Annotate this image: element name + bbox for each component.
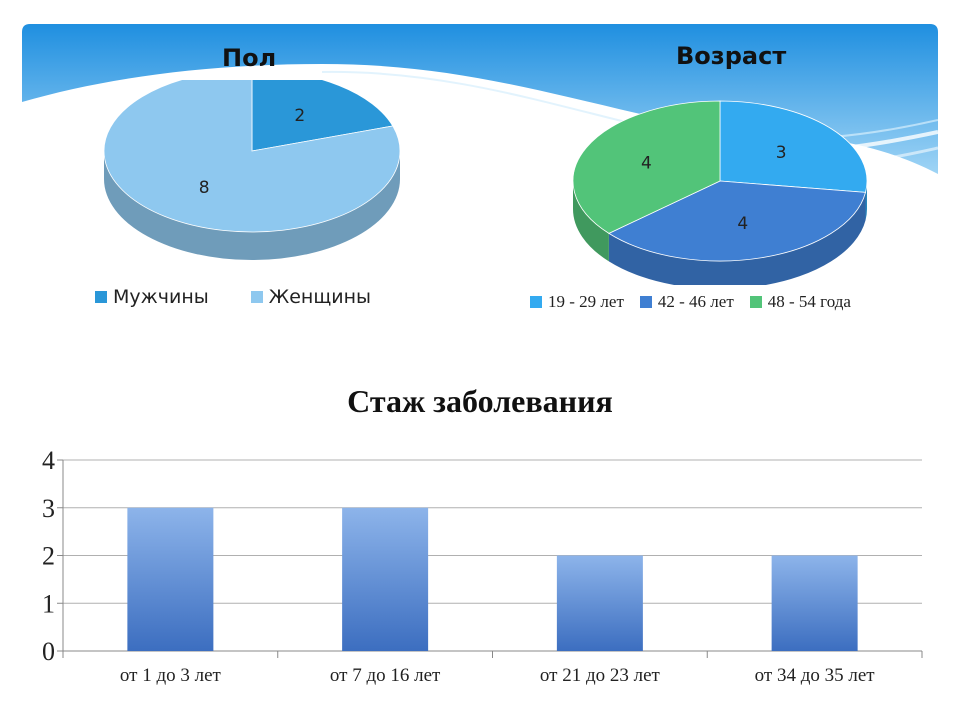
pie-1-side-2 <box>573 181 609 262</box>
age-legend-swatch <box>639 296 652 308</box>
gender-legend-swatch <box>95 291 107 303</box>
age-legend-item: 19 - 29 лет <box>530 292 624 312</box>
y-tick-label: 2 <box>42 542 55 571</box>
pie-0-label-1: 8 <box>199 178 210 198</box>
age-legend-item: 48 - 54 года <box>749 292 851 312</box>
x-tick-label: от 34 до 35 лет <box>755 665 876 686</box>
bar-1 <box>342 507 429 651</box>
y-tick-label: 0 <box>42 637 55 666</box>
y-tick-label: 4 <box>42 446 55 475</box>
age-legend-item: 42 - 46 лет <box>639 292 734 312</box>
duration-chart-title: Стаж заболевания <box>347 383 613 419</box>
pie-1-label-2: 4 <box>641 154 652 174</box>
x-tick-label: от 21 до 23 лет <box>540 665 661 686</box>
pie-0-side-1 <box>104 151 400 260</box>
gender-legend-label: Женщины <box>268 286 372 308</box>
gender-legend: Мужчины Женщины <box>95 286 413 308</box>
pie-0-slice-0 <box>251 80 394 152</box>
pie-1-label-0: 3 <box>776 143 787 163</box>
pie-1-slice-2 <box>572 100 721 234</box>
pie-1-side-1 <box>608 192 866 285</box>
bar-0 <box>127 507 214 651</box>
pie-1-slice-1 <box>608 180 867 262</box>
age-legend-label: 19 - 29 лет <box>548 292 624 311</box>
pie-0-label-0: 2 <box>294 106 305 126</box>
x-tick-label: от 1 до 3 лет <box>120 665 222 686</box>
gender-chart-title: Пол <box>222 44 277 72</box>
gender-legend-label: Мужчины <box>113 286 209 308</box>
y-tick-label: 1 <box>42 589 55 618</box>
gender-pie-chart: 28 <box>103 80 401 260</box>
bar-3 <box>771 555 858 651</box>
age-legend-swatch <box>749 296 762 308</box>
age-pie-chart: 3 4 4 <box>572 100 868 285</box>
gender-legend-item: Женщины <box>250 286 372 308</box>
age-chart-title: Возраст <box>676 42 787 70</box>
gender-legend-item: Мужчины <box>95 286 209 308</box>
duration-bar-chart: 0 1 2 3 4 от 1 до 3 лет от 7 до 16 лет от 21 до… <box>42 446 923 686</box>
age-legend: 19 - 29 лет 42 - 46 лет 48 - 54 года <box>530 292 867 312</box>
pie-0-slice-1 <box>103 80 401 233</box>
age-legend-label: 48 - 54 года <box>767 292 851 311</box>
gender-legend-swatch <box>250 291 263 303</box>
age-legend-label: 42 - 46 лет <box>657 292 734 311</box>
pie-1-side-0 <box>865 181 867 221</box>
pie-1-slice-0 <box>719 100 868 193</box>
age-legend-swatch <box>530 296 542 308</box>
bar-2 <box>556 555 643 651</box>
pie-1-label-1: 4 <box>737 214 748 234</box>
x-tick-label: от 7 до 16 лет <box>330 665 441 686</box>
y-tick-label: 3 <box>42 494 55 523</box>
